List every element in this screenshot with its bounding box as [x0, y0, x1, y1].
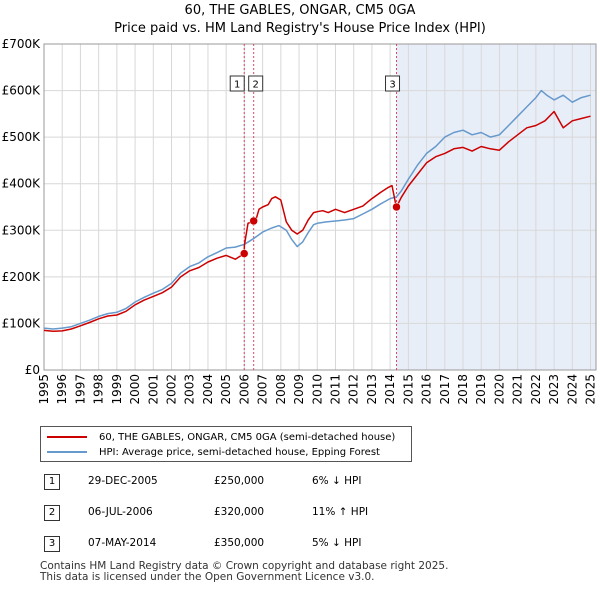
title-subtitle: Price paid vs. HM Land Registry's House … — [114, 21, 486, 36]
x-tick-label: 2022 — [529, 374, 543, 405]
x-tick-label: 2005 — [219, 374, 233, 405]
transaction-marker-label: 2 — [252, 80, 258, 91]
x-tick-label: 1997 — [73, 374, 87, 405]
x-tick-label: 2017 — [438, 374, 452, 405]
x-tick-label: 2001 — [146, 374, 160, 405]
x-tick-label: 2011 — [328, 374, 342, 405]
footer-license: This data is licensed under the Open Gov… — [40, 571, 375, 583]
x-tick-label: 2006 — [237, 374, 251, 405]
transaction-date: 29-DEC-2005 — [88, 475, 158, 487]
transaction-marker-box — [385, 75, 401, 92]
x-tick-label: 2016 — [420, 374, 434, 405]
legend-label-hpi: HPI: Average price, semi-detached house,… — [99, 446, 380, 458]
sale-marker — [239, 249, 249, 258]
x-tick-label: 2003 — [183, 374, 197, 405]
x-tick-label: 2002 — [165, 374, 179, 405]
legend-item-property: 60, THE GABLES, ONGAR, CM5 0GA (semi-det… — [47, 430, 395, 444]
x-tick-label: 2015 — [401, 374, 415, 405]
x-tick-label: 2020 — [492, 374, 506, 405]
y-tick-label: £100K — [2, 316, 42, 330]
transaction-badge: 1 — [44, 474, 60, 490]
legend-swatch-property — [47, 436, 87, 438]
x-tick-label: 2018 — [456, 374, 470, 405]
legend-label-property: 60, THE GABLES, ONGAR, CM5 0GA (semi-det… — [99, 431, 396, 443]
transaction-price: £250,000 — [214, 475, 265, 487]
x-tick-label: 2010 — [310, 374, 324, 405]
y-tick-label: £0 — [25, 363, 40, 377]
sale-marker — [392, 202, 401, 212]
sale-marker — [249, 216, 258, 226]
x-tick-label: 2012 — [347, 374, 361, 405]
x-tick-label: 2021 — [511, 374, 525, 405]
transaction-marker-label: 1 — [234, 80, 240, 91]
y-tick-label: £700K — [2, 37, 42, 51]
x-tick-label: 1995 — [37, 374, 51, 405]
title-address: 60, THE GABLES, ONGAR, CM5 0GA — [184, 3, 416, 18]
series-line-hpi — [43, 89, 591, 330]
y-tick-label: £400K — [2, 177, 42, 191]
transaction-row: 2 06-JUL-2006 £320,000 11% ↑ HPI — [40, 503, 460, 523]
x-tick-label: 2025 — [584, 374, 598, 405]
shaded-region — [396, 44, 596, 370]
transaction-date: 06-JUL-2006 — [88, 506, 153, 518]
transaction-badge: 3 — [44, 536, 60, 552]
plot-frame — [43, 43, 597, 371]
legend-item-hpi: HPI: Average price, semi-detached house,… — [47, 445, 380, 459]
x-tick-label: 2024 — [565, 374, 579, 405]
x-tick-label: 2007 — [256, 374, 270, 405]
x-tick-label: 2019 — [474, 374, 488, 405]
x-tick-label: 2013 — [365, 374, 379, 405]
chart-title: 60, THE GABLES, ONGAR, CM5 0GA Price pai… — [0, 2, 600, 38]
transaction-marker-label: 3 — [389, 80, 395, 91]
x-tick-label: 1999 — [110, 374, 124, 405]
transaction-row: 3 07-MAY-2014 £350,000 5% ↓ HPI — [40, 534, 460, 554]
chart-legend: 60, THE GABLES, ONGAR, CM5 0GA (semi-det… — [40, 426, 412, 462]
transaction-row: 1 29-DEC-2005 £250,000 6% ↓ HPI — [40, 472, 460, 492]
x-tick-label: 2009 — [292, 374, 306, 405]
y-tick-label: £500K — [2, 130, 42, 144]
y-tick-label: £600K — [2, 84, 42, 98]
x-tick-label: 1998 — [92, 374, 106, 405]
transaction-marker-box — [248, 75, 264, 92]
x-tick-label: 2008 — [274, 374, 288, 405]
transaction-hpi-diff: 6% ↓ HPI — [312, 475, 362, 487]
footer: Contains HM Land Registry data © Crown c… — [40, 561, 448, 583]
price-chart: £0 £100K £200K £300K £400K £500K £600K £700K 199… — [2, 37, 598, 405]
x-tick-label: 2023 — [547, 374, 561, 405]
y-tick-label: £200K — [2, 270, 42, 284]
x-tick-label: 1996 — [55, 374, 69, 405]
footer-copyright: Contains HM Land Registry data © Crown c… — [40, 560, 449, 572]
transaction-hpi-diff: 5% ↓ HPI — [312, 537, 362, 549]
transaction-badge: 2 — [44, 505, 60, 521]
transaction-price: £350,000 — [214, 537, 265, 549]
x-tick-label: 2000 — [128, 374, 142, 405]
transaction-date: 07-MAY-2014 — [88, 537, 157, 549]
transaction-hpi-diff: 11% ↑ HPI — [312, 506, 369, 518]
x-tick-label: 2004 — [201, 374, 215, 405]
series-line-property — [43, 110, 591, 333]
legend-swatch-hpi — [47, 451, 87, 453]
transaction-marker-box — [229, 75, 245, 92]
x-tick-label: 2014 — [383, 374, 397, 405]
transaction-price: £320,000 — [214, 506, 265, 518]
y-tick-label: £300K — [2, 223, 42, 237]
